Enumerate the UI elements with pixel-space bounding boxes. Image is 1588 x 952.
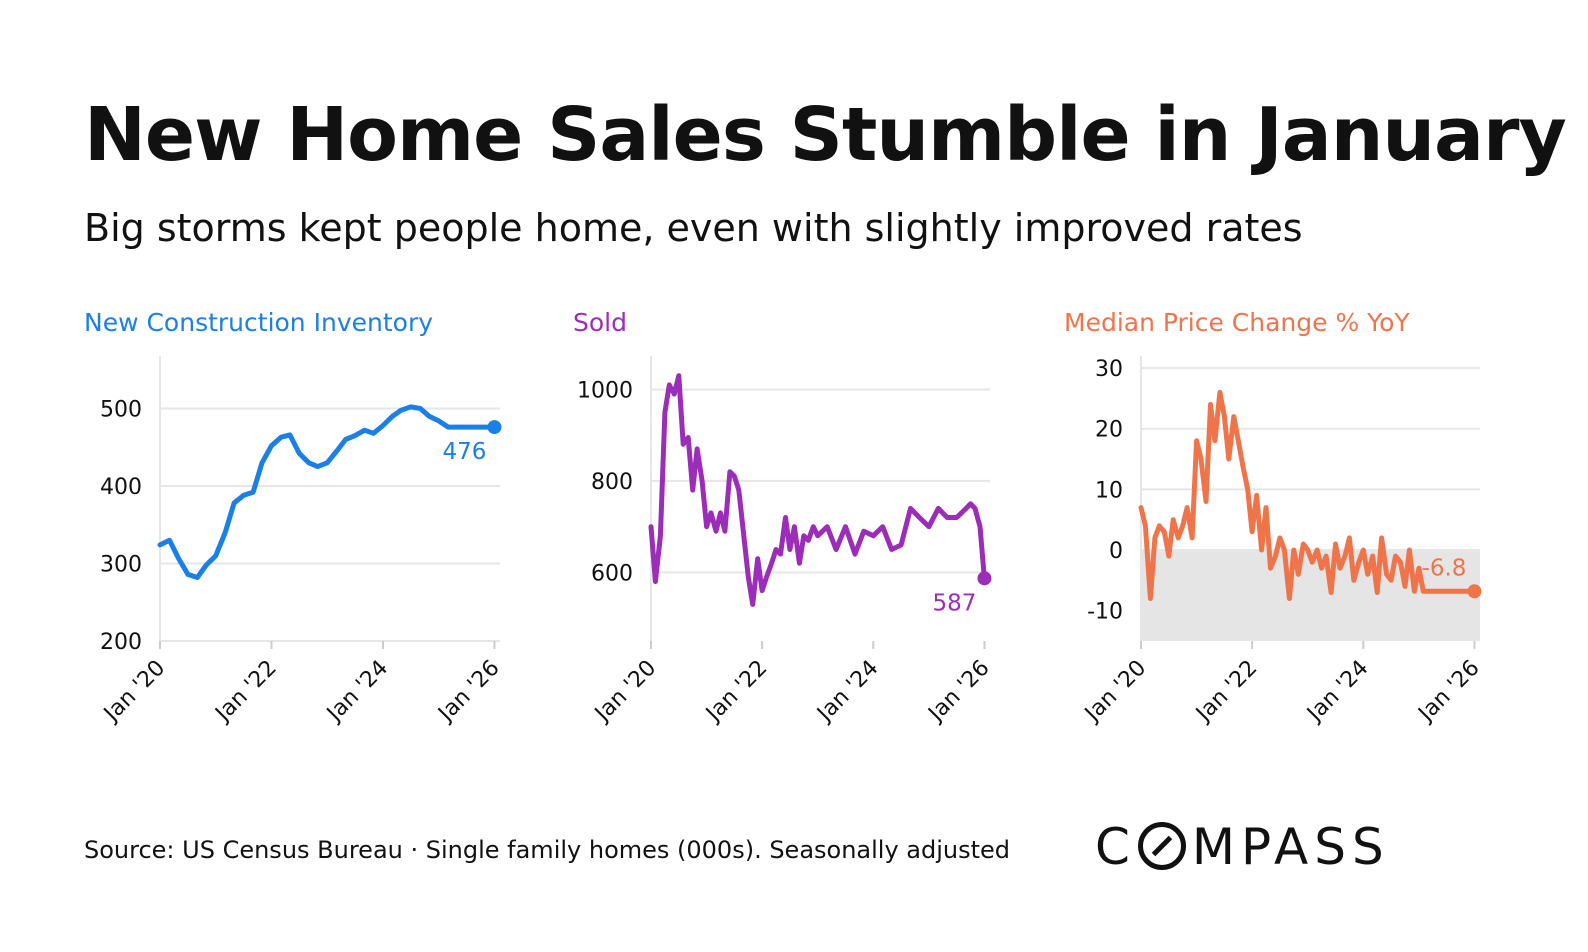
x-tick-label-inventory: Jan '20 <box>98 656 170 728</box>
x-tick-label-price-change: Jan '20 <box>1079 656 1151 728</box>
source-note: Source: US Census Bureau · Single family… <box>84 836 1011 864</box>
y-tick-label-inventory: 500 <box>100 398 142 423</box>
logo-text-right: MPASS <box>1191 818 1390 876</box>
x-tick-label-price-change: Jan '24 <box>1301 656 1373 728</box>
y-tick-label-sold: 800 <box>591 470 633 495</box>
end-label-sold: 587 <box>933 590 977 616</box>
negative-region-price-change <box>1141 550 1480 641</box>
page-subtitle: Big storms kept people home, even with s… <box>84 206 1303 250</box>
y-tick-label-price-change: -10 <box>1087 600 1123 625</box>
x-tick-label-inventory: Jan '22 <box>210 656 282 728</box>
series-line-sold <box>648 373 987 607</box>
y-tick-label-inventory: 300 <box>100 553 142 578</box>
y-tick-label-price-change: 10 <box>1095 478 1123 503</box>
chart-title-price-change: Median Price Change % YoY <box>1064 308 1410 337</box>
end-point-price-change <box>1467 584 1482 599</box>
y-tick-label-sold: 1000 <box>577 378 633 403</box>
x-tick-label-inventory: Jan '24 <box>321 656 393 728</box>
logo-text-left: C <box>1095 818 1136 876</box>
x-tick-label-price-change: Jan '22 <box>1190 656 1262 728</box>
y-tick-label-inventory: 200 <box>100 630 142 655</box>
compass-logo-icon <box>1137 822 1186 870</box>
y-tick-label-sold: 600 <box>591 561 633 586</box>
y-tick-label-inventory: 400 <box>100 475 142 500</box>
x-tick-label-sold: Jan '22 <box>700 656 772 728</box>
end-point-inventory <box>487 420 502 435</box>
y-tick-label-price-change: 30 <box>1095 357 1123 382</box>
compass-logo: C MPASS <box>1095 818 1390 876</box>
x-tick-label-sold: Jan '26 <box>923 656 995 728</box>
x-tick-label-sold: Jan '24 <box>811 656 883 728</box>
end-label-inventory: 476 <box>443 439 487 465</box>
y-tick-label-price-change: 0 <box>1109 539 1123 564</box>
y-tick-label-price-change: 20 <box>1095 418 1123 443</box>
series-line-price-change <box>1138 389 1477 601</box>
chart-title-inventory: New Construction Inventory <box>84 308 434 337</box>
x-tick-label-sold: Jan '20 <box>589 656 661 728</box>
end-point-sold <box>977 571 992 586</box>
x-tick-label-inventory: Jan '26 <box>433 656 505 728</box>
x-tick-label-price-change: Jan '26 <box>1413 656 1485 728</box>
page-title: New Home Sales Stumble in January <box>84 92 1567 178</box>
series-line-inventory <box>157 404 497 580</box>
chart-title-sold: Sold <box>573 308 627 337</box>
end-label-price-change: -6.8 <box>1422 555 1467 581</box>
